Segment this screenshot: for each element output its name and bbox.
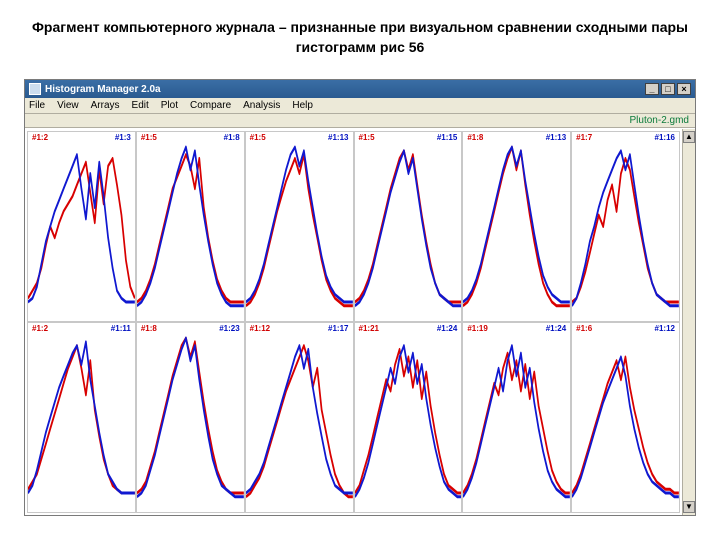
histogram-panel[interactable]: #1:7#1:16 — [571, 131, 680, 322]
series-b — [572, 151, 679, 306]
histogram-panel[interactable]: #1:21#1:24 — [354, 322, 463, 513]
menu-file[interactable]: File — [29, 100, 45, 111]
menu-help[interactable]: Help — [292, 100, 313, 111]
series-b — [572, 357, 679, 497]
menu-plot[interactable]: Plot — [161, 100, 178, 111]
histogram-svg — [28, 132, 135, 321]
menu-analysis[interactable]: Analysis — [243, 100, 280, 111]
histogram-panel[interactable]: #1:8#1:13 — [462, 131, 571, 322]
scroll-up-button[interactable]: ▲ — [683, 131, 695, 143]
histogram-svg — [572, 323, 679, 512]
chart-grid: #1:2#1:3#1:5#1:8#1:5#1:13#1:5#1:15#1:8#1… — [25, 129, 682, 515]
menu-arrays[interactable]: Arrays — [91, 100, 120, 111]
histogram-svg — [137, 132, 244, 321]
slide-title: Фрагмент компьютерного журнала – признан… — [24, 18, 696, 57]
series-a — [572, 159, 679, 303]
close-button[interactable]: × — [677, 83, 691, 95]
histogram-panel[interactable]: #1:2#1:3 — [27, 131, 136, 322]
series-b — [355, 151, 462, 306]
menubar: File View Arrays Edit Plot Compare Analy… — [25, 98, 695, 114]
maximize-button[interactable]: □ — [661, 83, 675, 95]
histogram-panel[interactable]: #1:5#1:13 — [245, 131, 354, 322]
series-a — [463, 147, 570, 306]
histogram-svg — [246, 323, 353, 512]
series-a — [246, 346, 353, 497]
histogram-svg — [355, 132, 462, 321]
histogram-panel[interactable]: #1:5#1:15 — [354, 131, 463, 322]
menu-compare[interactable]: Compare — [190, 100, 231, 111]
histogram-svg — [246, 132, 353, 321]
series-b — [137, 338, 244, 497]
histogram-svg — [463, 132, 570, 321]
series-b — [137, 147, 244, 306]
series-b — [28, 342, 135, 493]
minimize-button[interactable]: _ — [645, 83, 659, 95]
histogram-panel[interactable]: #1:12#1:17 — [245, 322, 354, 513]
series-b — [355, 346, 462, 497]
histogram-svg — [463, 323, 570, 512]
histogram-svg — [137, 323, 244, 512]
histogram-panel[interactable]: #1:19#1:24 — [462, 322, 571, 513]
app-window: Histogram Manager 2.0a _ □ × File View A… — [24, 79, 696, 516]
scroll-down-button[interactable]: ▼ — [683, 501, 695, 513]
series-a — [137, 155, 244, 302]
document-name: Pluton-2.gmd — [630, 115, 689, 126]
document-bar: Pluton-2.gmd — [25, 114, 695, 128]
histogram-panel[interactable]: #1:8#1:23 — [136, 322, 245, 513]
histogram-panel[interactable]: #1:2#1:11 — [27, 322, 136, 513]
series-a — [246, 155, 353, 306]
menu-view[interactable]: View — [57, 100, 79, 111]
vertical-scrollbar[interactable]: ▲ ▼ — [682, 129, 695, 515]
window-title: Histogram Manager 2.0a — [45, 84, 161, 95]
histogram-panel[interactable]: #1:6#1:12 — [571, 322, 680, 513]
series-b — [28, 155, 135, 302]
series-a — [28, 159, 135, 299]
histogram-svg — [572, 132, 679, 321]
histogram-svg — [28, 323, 135, 512]
titlebar: Histogram Manager 2.0a _ □ × — [25, 80, 695, 98]
app-icon — [29, 83, 41, 95]
histogram-svg — [355, 323, 462, 512]
series-a — [28, 346, 135, 493]
menu-edit[interactable]: Edit — [132, 100, 149, 111]
histogram-panel[interactable]: #1:5#1:8 — [136, 131, 245, 322]
